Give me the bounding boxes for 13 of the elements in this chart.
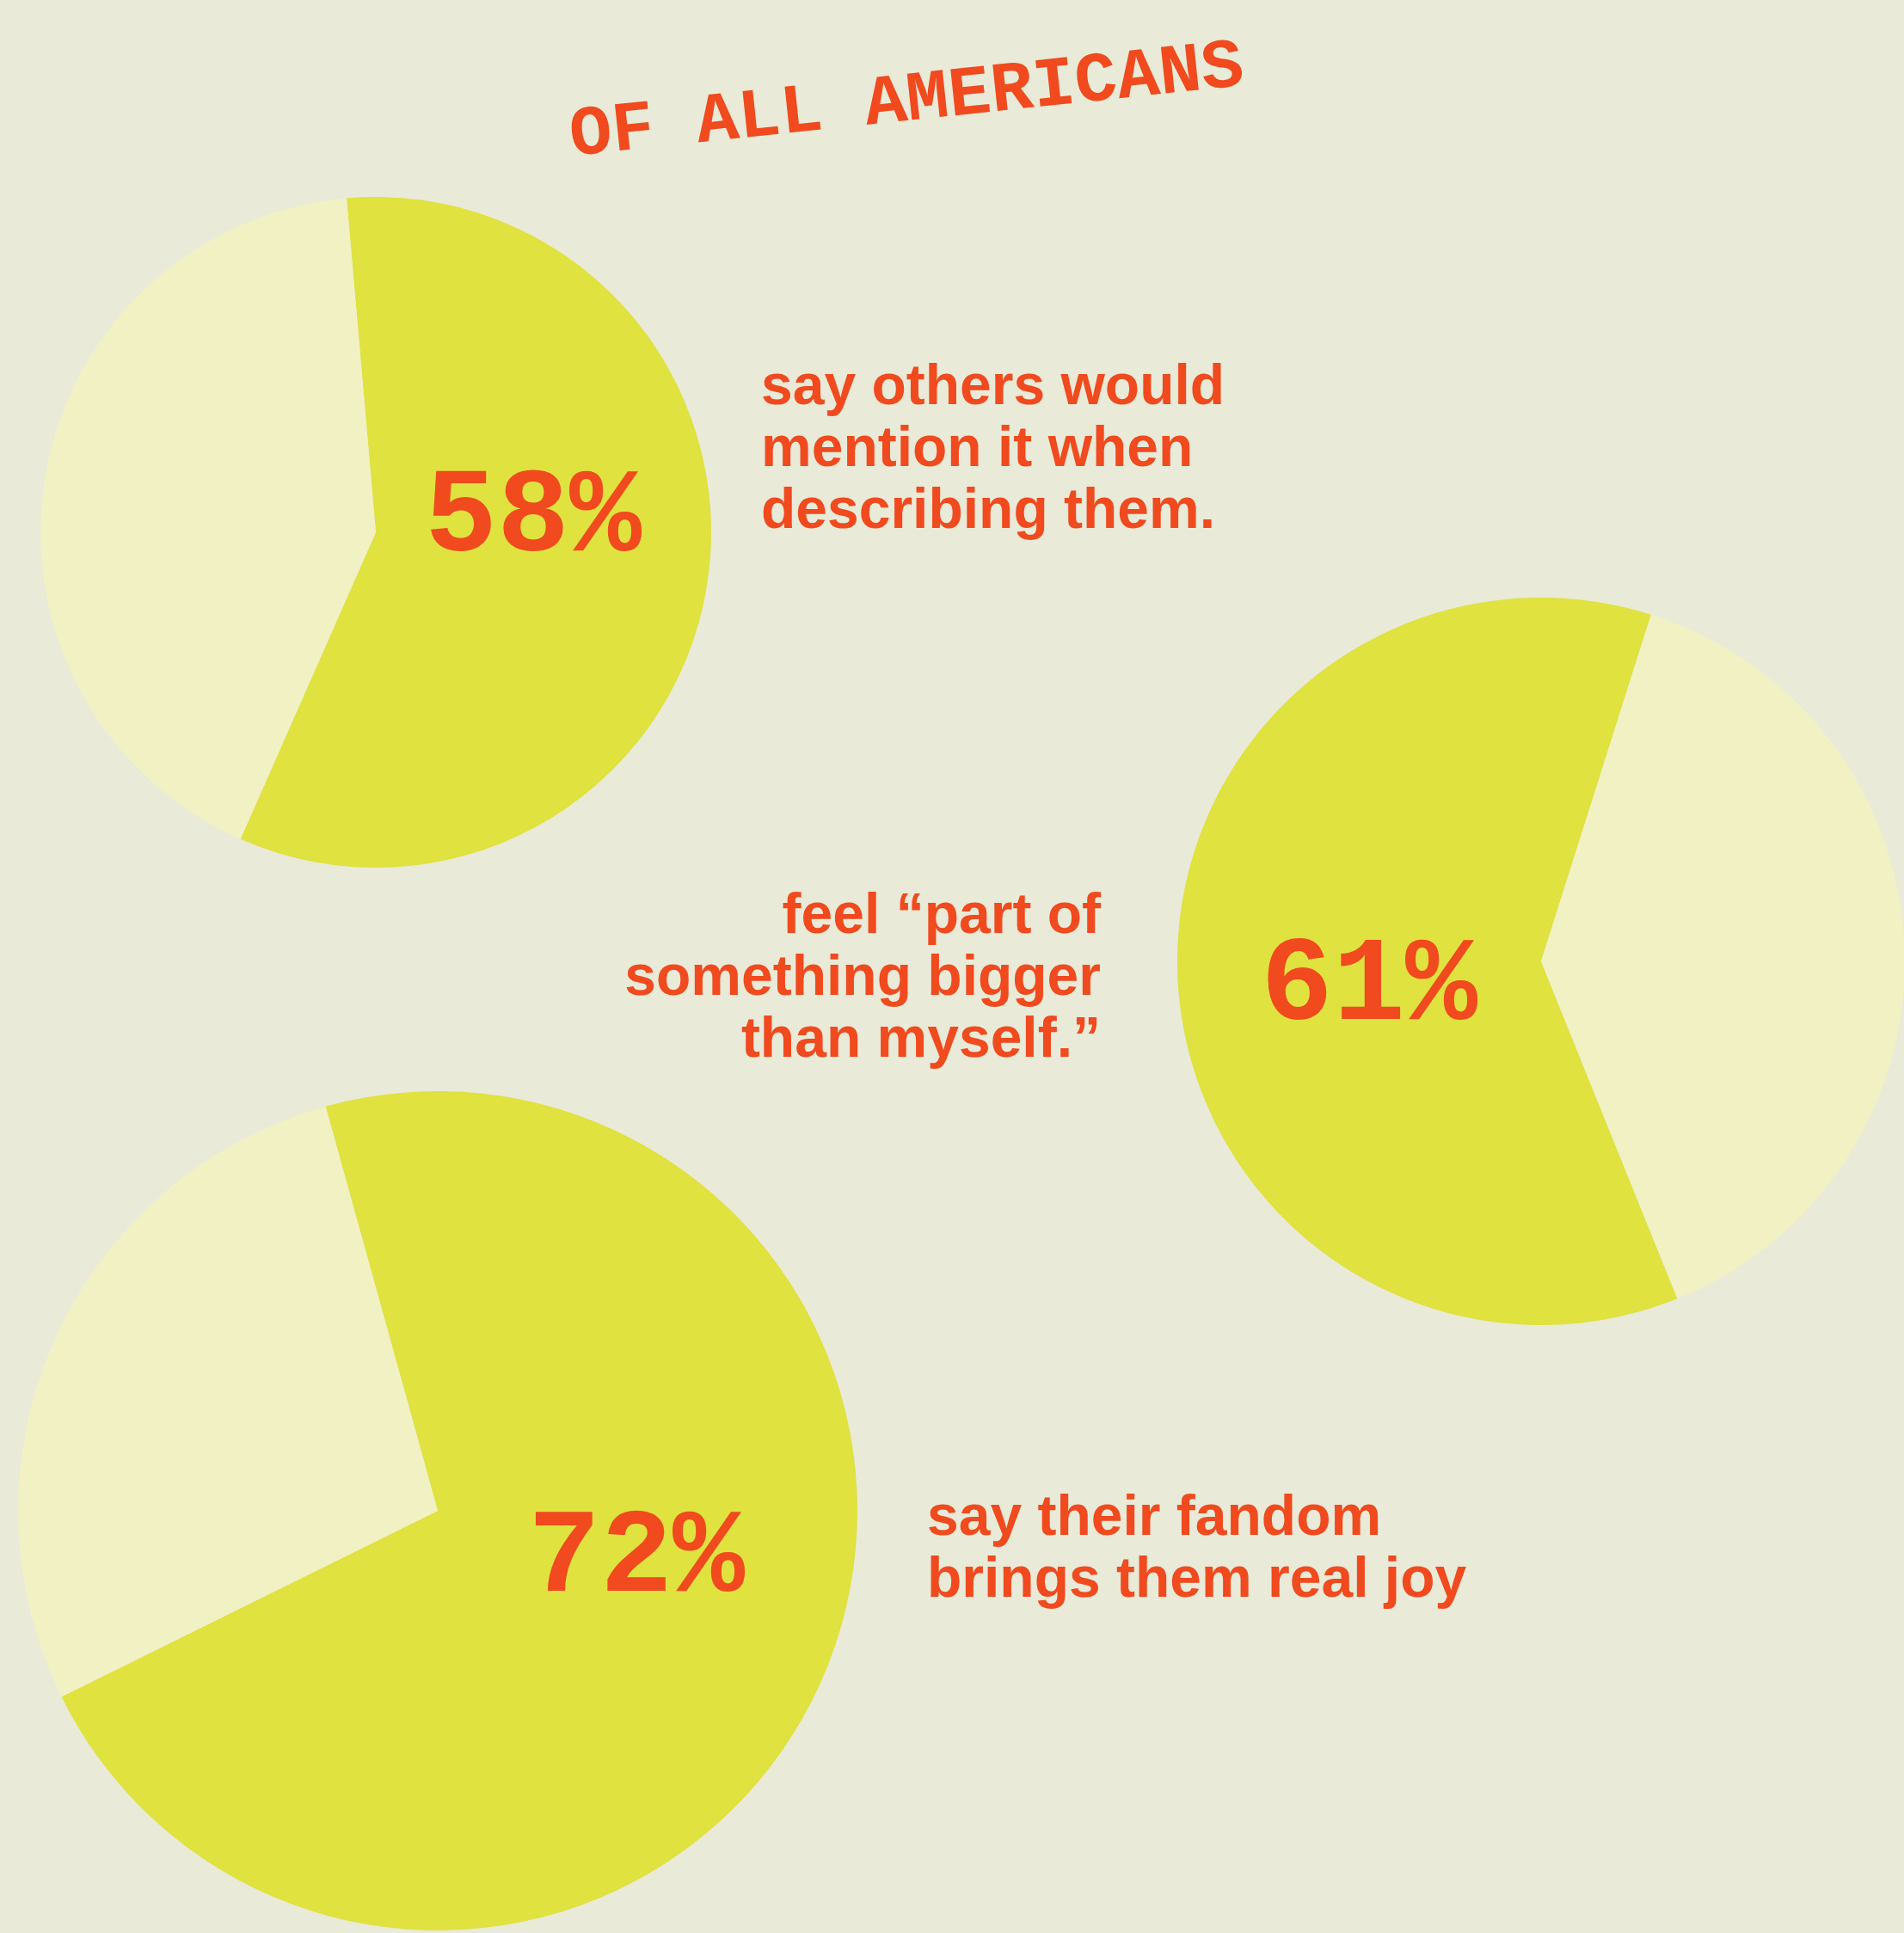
- text: feel “part of something bigger than myself.”: [624, 881, 1102, 1069]
- text: OF ALL AMERICANS: [566, 27, 1248, 177]
- data-label: 61%: [1260, 918, 1478, 1055]
- pie-slice: [1177, 598, 1678, 1325]
- pie-slice: [61, 1091, 857, 1930]
- data-label: 72%: [527, 1490, 746, 1627]
- pie-slice: [1541, 614, 1904, 1299]
- data-label: 58%: [424, 450, 642, 586]
- pie-slice: [40, 198, 376, 839]
- text: say others would mention it when describing them.: [761, 353, 1225, 540]
- text: say their fandom brings them real joy: [927, 1483, 1467, 1609]
- pie-slice: [18, 1106, 438, 1697]
- pie-slice: [240, 197, 711, 868]
